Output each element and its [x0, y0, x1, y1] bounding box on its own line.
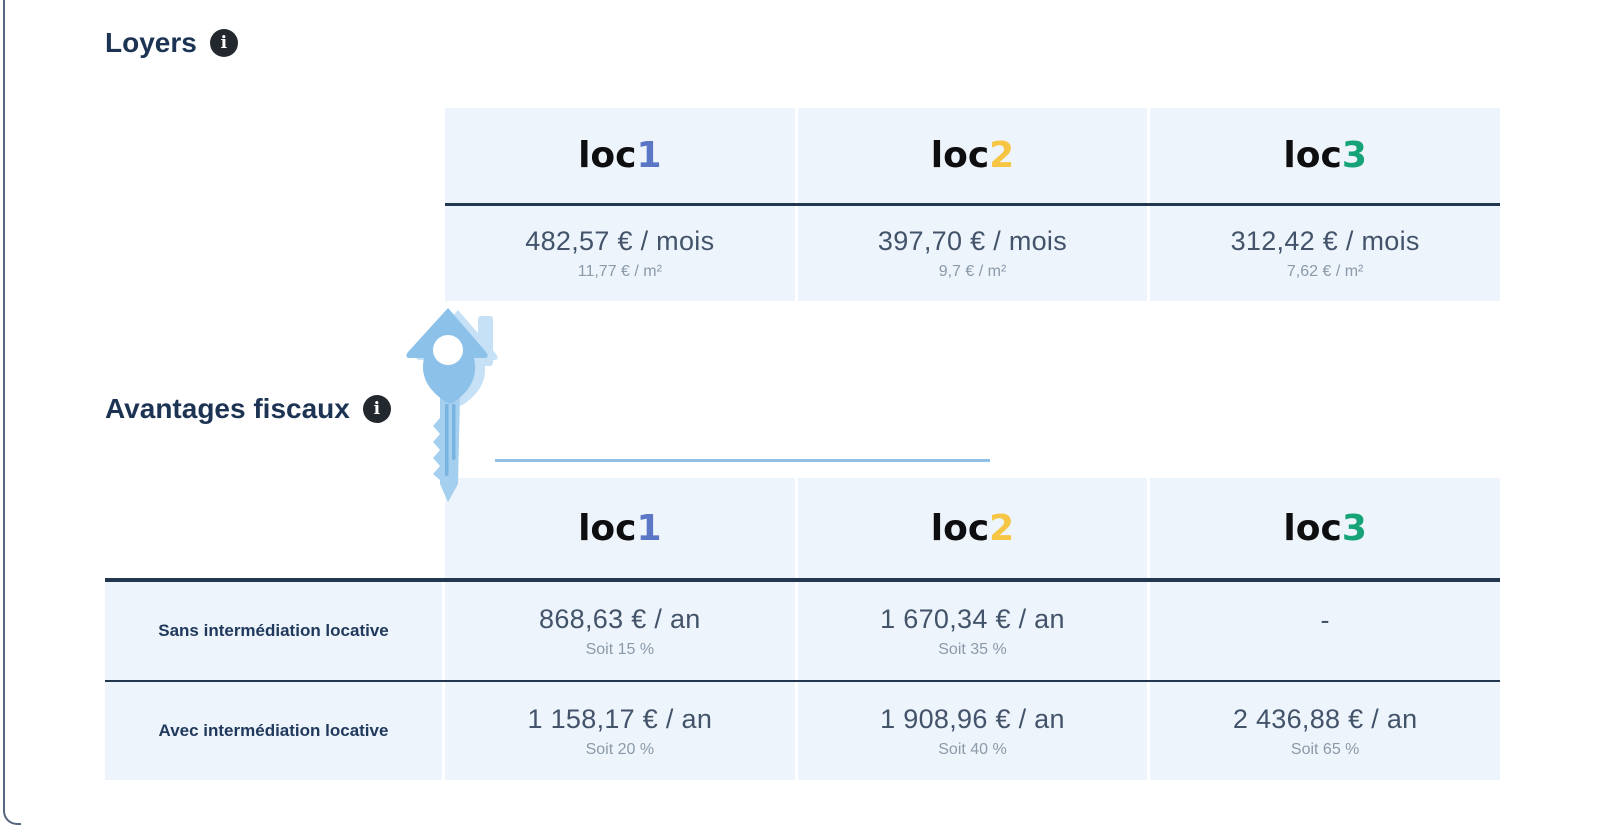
advantage-rate: Soit 15 %: [585, 640, 655, 658]
rent-per-m2: 7,62 € / m²: [1286, 263, 1364, 280]
avantages-cell-avec-loc2: 1 908,96 € / an Soit 40 %: [797, 682, 1148, 780]
row-label-text: Avec intermédiation locative: [158, 721, 389, 740]
loc2-prefix: loc: [930, 507, 990, 549]
advantage-value: -: [1320, 604, 1330, 635]
avantages-title: Avantages fiscaux: [105, 393, 350, 424]
advantage-rate: Soit 65 %: [1290, 740, 1360, 758]
loyers-heading: Loyers i: [105, 28, 238, 58]
rent-per-m2: 9,7 € / m²: [938, 263, 1007, 280]
loc2-digit: 2: [989, 507, 1015, 549]
avantages-cell-sans-loc1: 868,63 € / an Soit 15 %: [445, 582, 795, 680]
blue-divider: [495, 459, 990, 462]
rent-per-m2: 11,77 € / m²: [577, 263, 662, 280]
column-header-loc3: loc 3: [1150, 108, 1500, 203]
advantage-rate: Soit 20 %: [585, 740, 655, 758]
row-label-sans-intermediation: Sans intermédiation locative: [105, 582, 442, 680]
avantages-table: loc 1 loc 2 loc 3 Sans intermédiation locat…: [105, 478, 1500, 780]
row-label-avec-intermediation: Avec intermédiation locative: [105, 682, 442, 780]
loc2-prefix: loc: [930, 135, 990, 176]
advantage-rate: Soit 40 %: [938, 740, 1007, 758]
advantage-value: 1 908,96 € / an: [880, 703, 1065, 734]
column-header-loc2: loc 2: [797, 478, 1148, 578]
info-icon[interactable]: i: [362, 395, 391, 423]
row-label-header-spacer: [105, 478, 442, 578]
row-label-text: Sans intermédiation locative: [158, 621, 389, 640]
key-hole: [433, 335, 463, 365]
avantages-cell-avec-loc1: 1 158,17 € / an Soit 20 %: [445, 682, 795, 780]
loc3-prefix: loc: [1283, 135, 1342, 176]
avantages-cell-sans-loc2: 1 670,34 € / an Soit 35 %: [797, 582, 1148, 680]
row-separator-rule: [105, 680, 1500, 682]
loyers-table: loc 1 loc 2 loc 3 482,57 € / mois 11,77 € /…: [445, 108, 1500, 301]
advantage-rate: Soit 35 %: [938, 640, 1007, 658]
loc2-digit: 2: [989, 135, 1015, 176]
avantages-cell-avec-loc3: 2 436,88 € / an Soit 65 %: [1150, 682, 1500, 780]
loc1-prefix: loc: [578, 507, 637, 549]
column-header-loc2: loc 2: [797, 108, 1148, 203]
header-rule: [445, 203, 1500, 206]
rent-value: 312,42 € / mois: [1230, 226, 1420, 256]
advantage-value: 1 158,17 € / an: [527, 703, 713, 734]
loc1-prefix: loc: [578, 135, 637, 176]
key-shaft-line: [445, 404, 449, 476]
loc1-digit: 1: [636, 507, 662, 549]
loc3-digit: 3: [1341, 135, 1367, 176]
advantage-value: 868,63 € / an: [539, 603, 701, 634]
avantages-heading: Avantages fiscaux i: [105, 394, 391, 424]
advantage-value: 1 670,34 € / an: [880, 603, 1065, 634]
loyers-cell-loc3: 312,42 € / mois 7,62 € / m²: [1150, 206, 1500, 301]
house-key-icon: [406, 308, 498, 502]
loyers-title: Loyers: [105, 27, 197, 58]
loc3-digit: 3: [1341, 507, 1367, 549]
loyers-cell-loc1: 482,57 € / mois 11,77 € / m²: [445, 206, 795, 301]
header-rule: [105, 578, 1500, 582]
advantage-value: 2 436,88 € / an: [1232, 703, 1418, 734]
loc3-prefix: loc: [1283, 507, 1342, 549]
rent-value: 397,70 € / mois: [877, 226, 1068, 256]
loyers-cell-loc2: 397,70 € / mois 9,7 € / m²: [797, 206, 1148, 301]
rent-value: 482,57 € / mois: [525, 226, 715, 256]
info-icon[interactable]: i: [209, 29, 238, 57]
loc1-digit: 1: [636, 135, 662, 176]
avantages-cell-sans-loc3: -: [1150, 582, 1500, 680]
column-header-loc1: loc 1: [445, 478, 795, 578]
key-shaft-line: [452, 404, 456, 460]
column-header-loc1: loc 1: [445, 108, 795, 203]
column-header-loc3: loc 3: [1150, 478, 1500, 578]
panel-left-border: [3, 0, 21, 825]
